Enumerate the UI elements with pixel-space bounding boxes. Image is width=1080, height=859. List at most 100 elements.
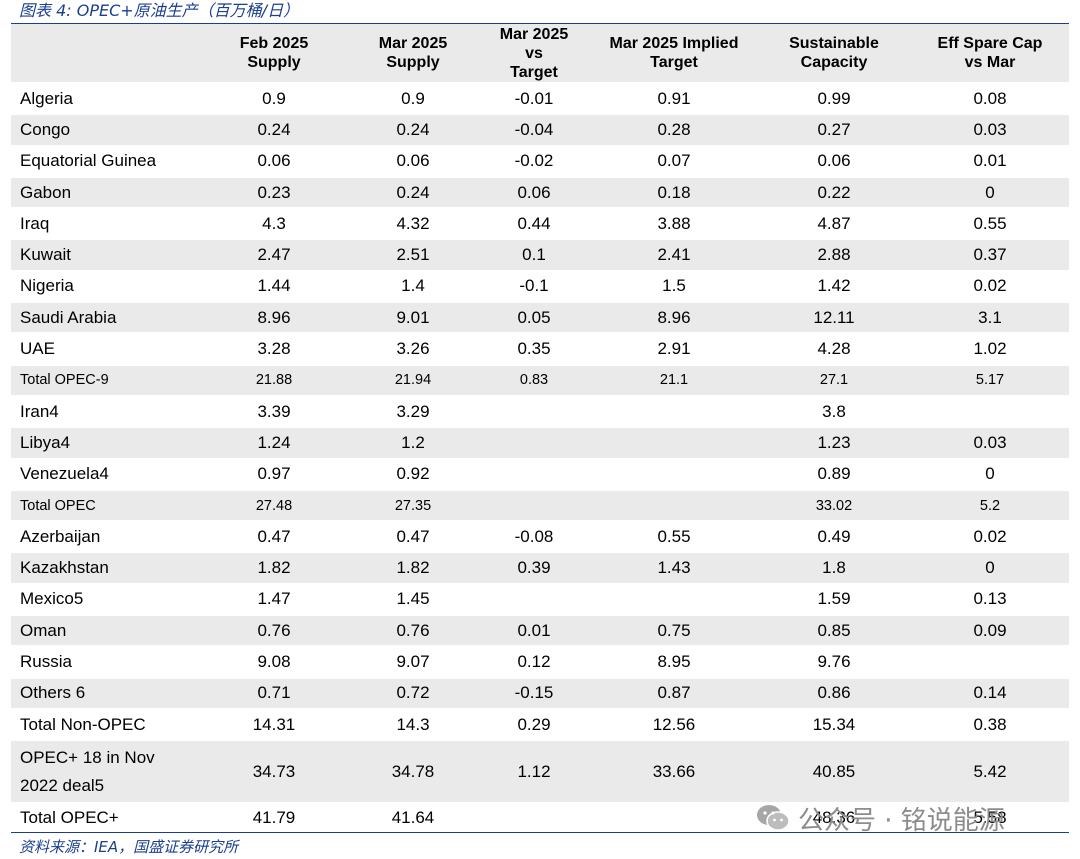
table-cell: 3.39 (199, 395, 349, 429)
table-cell: 0 (911, 176, 1069, 210)
table-cell: 0.38 (911, 708, 1069, 742)
table-cell (477, 458, 591, 491)
table-row: Others 6 0.71 0.72 -0.15 0.87 0.86 0.14 (11, 677, 1069, 710)
table-row: Mexico5 1.47 1.45 1.59 0.13 (11, 583, 1069, 617)
table-cell: 5.42 (911, 740, 1069, 804)
table-cell: 5.17 (911, 364, 1069, 397)
table-cell (477, 395, 591, 429)
table-row: Iran4 3.39 3.29 3.8 (11, 395, 1069, 429)
table-cell: 40.85 (757, 740, 911, 804)
table-row: Congo 0.24 0.24 -0.04 0.28 0.27 0.03 (11, 114, 1069, 147)
row-label: Azerbaijan (11, 521, 199, 554)
table-cell: 41.79 (199, 802, 349, 836)
table-cell: 4.3 (199, 208, 349, 241)
table-cell: 0.09 (911, 615, 1069, 648)
row-label: Libya4 (11, 427, 199, 460)
column-header: Sustainable Capacity (757, 24, 911, 84)
table-cell (591, 802, 757, 836)
table-cell: 1.12 (477, 740, 591, 804)
table-cell: 0.55 (591, 521, 757, 554)
table-cell: 34.73 (199, 740, 349, 804)
source-note: 资料来源：IEA，国盛证券研究所 (19, 838, 239, 856)
table-cell: 1.2 (349, 427, 477, 460)
table-cell: 0.05 (477, 302, 591, 335)
table-cell: 0.24 (349, 114, 477, 147)
table-cell: 9.08 (199, 646, 349, 679)
column-header: Eff Spare Cap vs Mar (911, 24, 1069, 84)
table-cell: 1.47 (199, 583, 349, 617)
table-cell: 0.47 (349, 521, 477, 554)
table-cell: 0.47 (199, 521, 349, 554)
row-label: Mexico5 (11, 583, 199, 617)
table-cell: 0.44 (477, 208, 591, 241)
table-cell: 0.1 (477, 239, 591, 272)
table-cell: 34.78 (349, 740, 477, 804)
table-cell (477, 802, 591, 836)
table-cell: 27.48 (199, 489, 349, 523)
table-cell: 33.66 (591, 740, 757, 804)
table-cell: 0.89 (757, 458, 911, 491)
table-cell: 0.12 (477, 646, 591, 679)
table-cell: 0.72 (349, 677, 477, 710)
row-label: Iraq (11, 208, 199, 241)
table-row: Russia 9.08 9.07 0.12 8.95 9.76 (11, 646, 1069, 679)
table-cell: 0.03 (911, 114, 1069, 147)
column-header: Mar 2025 vs Target (477, 24, 591, 84)
watermark-text: 公众号 · 铭说能源 (798, 805, 1005, 836)
table-cell: 0.06 (477, 176, 591, 210)
table-cell: 0.83 (477, 364, 591, 397)
table-row: OPEC+ 18 in Nov 2022 deal5 34.73 34.78 1.12… (11, 740, 1069, 804)
table-cell: 3.28 (199, 333, 349, 366)
table-row: Nigeria 1.44 1.4 -0.1 1.5 1.42 0.02 (11, 270, 1069, 304)
row-label: Gabon (11, 176, 199, 210)
table-cell (591, 583, 757, 617)
table-cell: 8.96 (591, 302, 757, 335)
table-cell: 0.06 (349, 145, 477, 178)
row-label: Algeria (11, 83, 199, 116)
table-row: Equatorial Guinea 0.06 0.06 -0.02 0.07 0.06 0.… (11, 145, 1069, 178)
table-cell: 1.5 (591, 270, 757, 304)
header-blank (11, 24, 199, 84)
table-cell: 0.18 (591, 176, 757, 210)
table-row: Libya4 1.24 1.2 1.23 0.03 (11, 427, 1069, 460)
table-cell (591, 427, 757, 460)
table-row: Saudi Arabia 8.96 9.01 0.05 8.96 12.11 3.1 (11, 302, 1069, 335)
wechat-icon (757, 805, 790, 831)
table-cell: 0.92 (349, 458, 477, 491)
table-cell: 0.76 (199, 615, 349, 648)
table-cell: 0.9 (349, 83, 477, 116)
table-cell: 27.1 (757, 364, 911, 397)
table-row: Kuwait 2.47 2.51 0.1 2.41 2.88 0.37 (11, 239, 1069, 272)
row-label: Congo (11, 114, 199, 147)
table-cell: 1.45 (349, 583, 477, 617)
table-cell: 0.97 (199, 458, 349, 491)
table-row: Total OPEC-9 21.88 21.94 0.83 21.1 27.1 5.17 (11, 364, 1069, 397)
table-cell: 9.01 (349, 302, 477, 335)
table-cell: 14.3 (349, 708, 477, 742)
table-cell: 21.94 (349, 364, 477, 397)
table-cell: 3.8 (757, 395, 911, 429)
table-cell: 0.29 (477, 708, 591, 742)
table-cell: 2.91 (591, 333, 757, 366)
table-cell: 3.29 (349, 395, 477, 429)
table-cell: 33.02 (757, 489, 911, 523)
table-cell: 0.87 (591, 677, 757, 710)
table-cell: 0.01 (477, 615, 591, 648)
row-label: Equatorial Guinea (11, 145, 199, 178)
table-cell: 21.1 (591, 364, 757, 397)
table-cell: 5.2 (911, 489, 1069, 523)
row-label: Total OPEC-9 (11, 364, 199, 397)
column-header: Mar 2025 Supply (349, 24, 477, 84)
table-cell: 0.99 (757, 83, 911, 116)
row-label: Nigeria (11, 270, 199, 304)
table-cell: 12.56 (591, 708, 757, 742)
table-cell: 0.91 (591, 83, 757, 116)
table-cell: 0.22 (757, 176, 911, 210)
table-cell: 2.51 (349, 239, 477, 272)
table-cell: 15.34 (757, 708, 911, 742)
table-cell: 0.75 (591, 615, 757, 648)
row-label: Oman (11, 615, 199, 648)
table-cell: -0.01 (477, 83, 591, 116)
table-cell: 0 (911, 552, 1069, 585)
table-cell: 1.82 (349, 552, 477, 585)
